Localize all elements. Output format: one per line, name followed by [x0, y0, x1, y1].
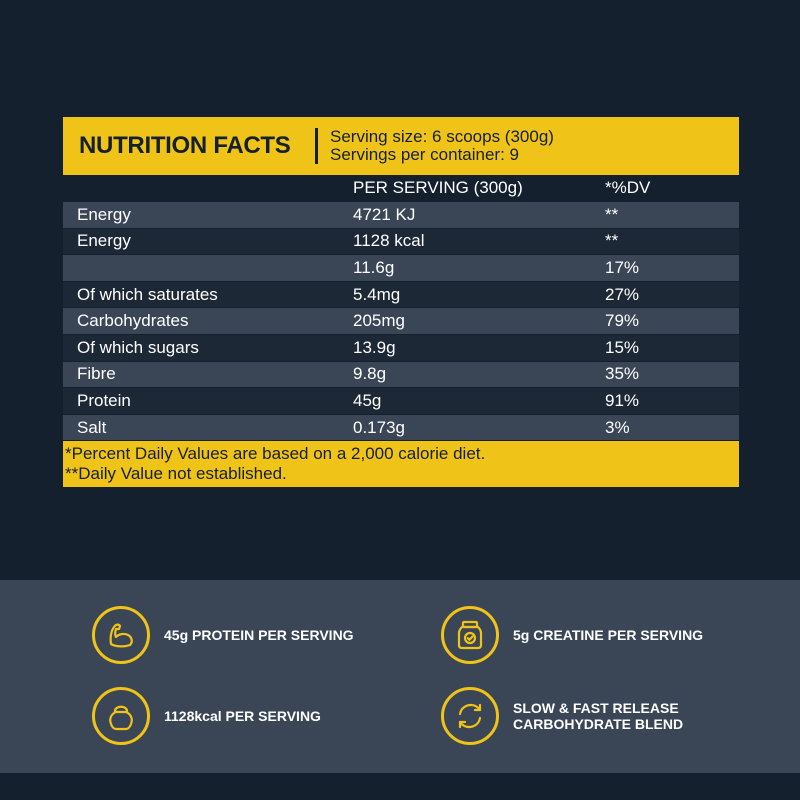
nutrient-dv: 35%: [605, 364, 640, 384]
nutrient-value: 5.4mg: [353, 284, 401, 304]
feature-carb-blend-line1: SLOW & FAST RELEASE: [513, 700, 679, 716]
supplement-jar-icon: [441, 606, 499, 664]
nutrient-label: Carbohydrates: [77, 311, 189, 331]
nutrient-value: 4721 KJ: [353, 204, 416, 224]
nutrient-dv: **: [605, 231, 619, 251]
footnote-dv: *Percent Daily Values are based on a 2,0…: [65, 444, 486, 464]
nutrient-dv: 15%: [605, 337, 640, 357]
table-row: Of which sugars 13.9g 15%: [63, 334, 739, 362]
footnote-not-established: **Daily Value not established.: [65, 464, 287, 484]
feature-creatine: 5g CREATINE PER SERVING: [441, 606, 703, 664]
feature-calories: 1128kcal PER SERVING: [92, 687, 321, 745]
nutrient-value: 11.6g: [353, 257, 395, 277]
serving-size: Serving size: 6 scoops (300g): [330, 127, 554, 146]
table-row: Protein 45g 91%: [63, 388, 739, 415]
nutrient-value: 205mg: [353, 311, 405, 331]
feature-carb-blend-line2: CARBOHYDRATE BLEND: [513, 716, 684, 732]
nutrient-dv: 27%: [605, 284, 640, 304]
servings-per-container: Servings per container: 9: [330, 145, 519, 164]
nutrient-label: Salt: [77, 417, 107, 437]
nutrient-dv: 17%: [605, 257, 640, 277]
nutrient-label: Of which saturates: [77, 284, 218, 304]
nutrient-label: Protein: [77, 390, 131, 410]
table-row: Fibre 9.8g 35%: [63, 361, 739, 389]
features-panel: 45g PROTEIN PER SERVING 5g CREATINE PER …: [0, 580, 800, 773]
feature-creatine-text: 5g CREATINE PER SERVING: [513, 627, 704, 643]
nutrient-label: Energy: [77, 231, 131, 251]
table-row: Salt 0.173g 3%: [63, 414, 739, 442]
nutrient-label: Energy: [77, 204, 131, 224]
muscle-arm-icon: [92, 606, 150, 664]
table-row: Carbohydrates 205mg 79%: [63, 308, 739, 335]
column-header-row: PER SERVING (300g) *%DV: [63, 175, 739, 202]
nutrient-dv: **: [605, 204, 619, 224]
column-header-per-serving: PER SERVING (300g): [353, 178, 523, 197]
nutrient-dv: 79%: [605, 311, 640, 331]
header-divider: [315, 128, 318, 164]
nutrient-dv: 3%: [605, 417, 630, 437]
feature-carb-blend-text: SLOW & FAST RELEASE CARBOHYDRATE BLEND: [513, 700, 683, 732]
table-row: Energy 1128 kcal **: [63, 228, 739, 256]
nutrient-label: Fibre: [77, 364, 116, 384]
feature-calories-text: 1128kcal PER SERVING: [164, 708, 321, 724]
feature-protein: 45g PROTEIN PER SERVING: [92, 606, 354, 664]
nutrient-dv: 91%: [605, 390, 640, 410]
nutrient-value: 1128 kcal: [353, 231, 425, 251]
table-row: Of which saturates 5.4mg 27%: [63, 281, 739, 309]
nutrition-facts-table: NUTRITION FACTS Serving size: 6 scoops (…: [63, 117, 739, 488]
serving-info: Serving size: 6 scoops (300g) Servings p…: [330, 128, 554, 164]
table-row: Energy 4721 KJ **: [63, 202, 739, 229]
column-header-dv: *%DV: [605, 178, 651, 197]
nutrient-value: 45g: [353, 390, 382, 410]
nutrient-value: 13.9g: [353, 337, 396, 357]
nutrient-value: 9.8g: [353, 364, 387, 384]
nutrition-title: NUTRITION FACTS: [79, 132, 291, 159]
release-cycle-icon: [441, 687, 499, 745]
nutrition-header: NUTRITION FACTS Serving size: 6 scoops (…: [63, 117, 739, 175]
table-row: 11.6g 17%: [63, 255, 739, 282]
feature-carb-blend: SLOW & FAST RELEASE CARBOHYDRATE BLEND: [441, 687, 683, 745]
nutrient-value: 0.173g: [353, 417, 405, 437]
feature-protein-text: 45g PROTEIN PER SERVING: [164, 627, 354, 643]
nutrition-footnotes: *Percent Daily Values are based on a 2,0…: [63, 441, 739, 488]
kettlebell-icon: [92, 687, 150, 745]
nutrient-label: Of which sugars: [77, 337, 199, 357]
